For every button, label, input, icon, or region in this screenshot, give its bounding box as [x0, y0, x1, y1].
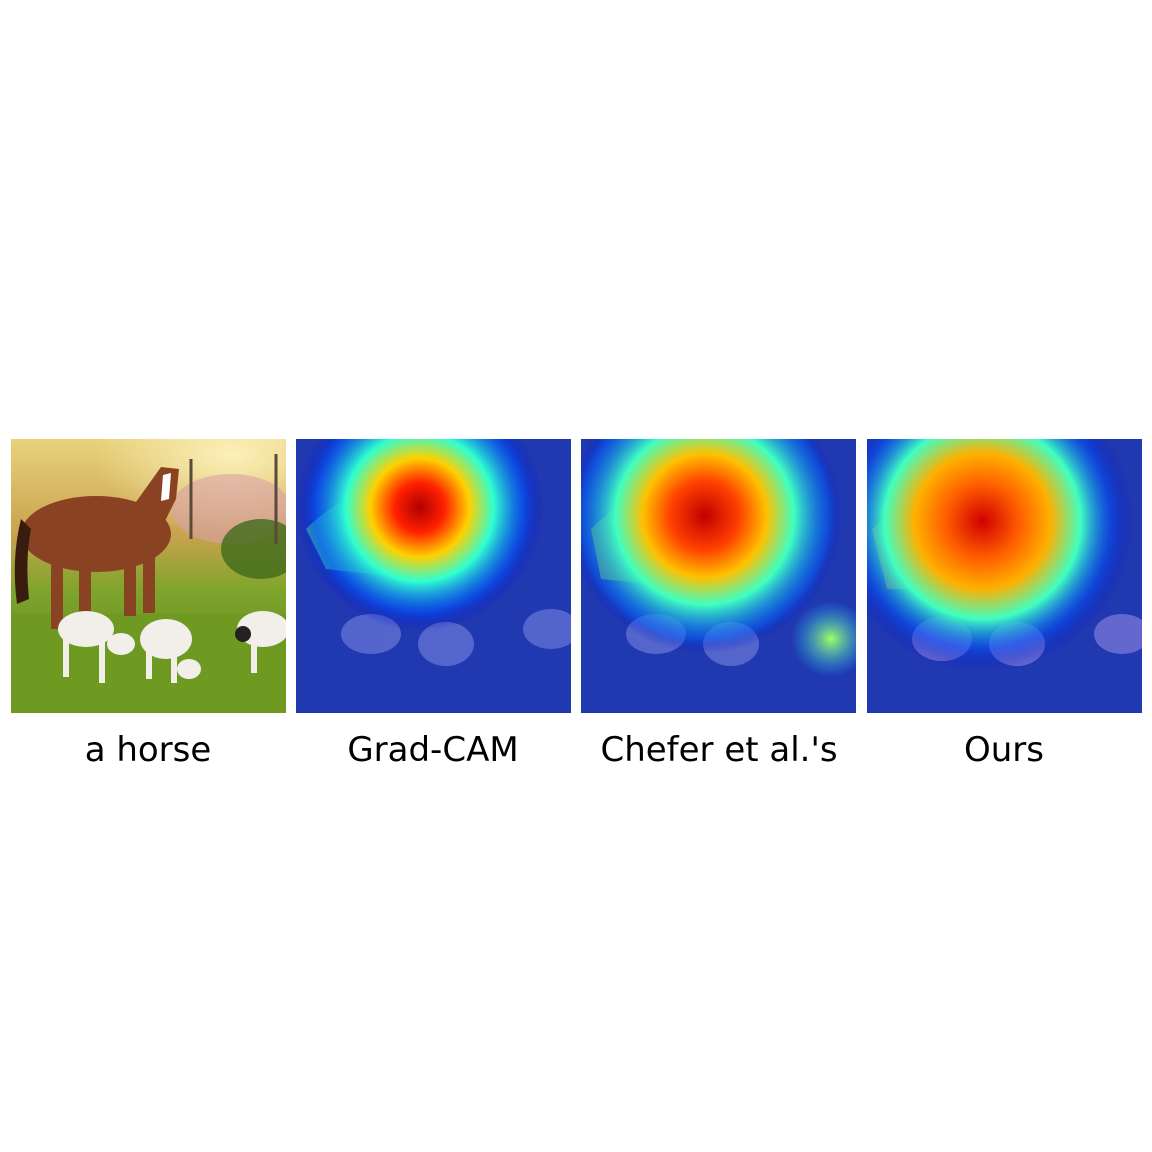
caption-chefer: Chefer et al.'s	[600, 730, 838, 770]
ours-heatmap	[867, 439, 1142, 713]
caption-ours: Ours	[963, 730, 1044, 770]
horse-photo	[11, 439, 286, 713]
ours-heatmap-panel	[867, 439, 1142, 713]
caption-gradcam: Grad-CAM	[347, 730, 519, 770]
chefer-heatmap	[581, 439, 856, 713]
gradcam-heatmap	[296, 439, 571, 713]
chefer-heatmap-panel	[581, 439, 856, 713]
caption-original: a horse	[84, 730, 212, 770]
original-image-panel	[11, 439, 286, 713]
gradcam-heatmap-panel	[296, 439, 571, 713]
